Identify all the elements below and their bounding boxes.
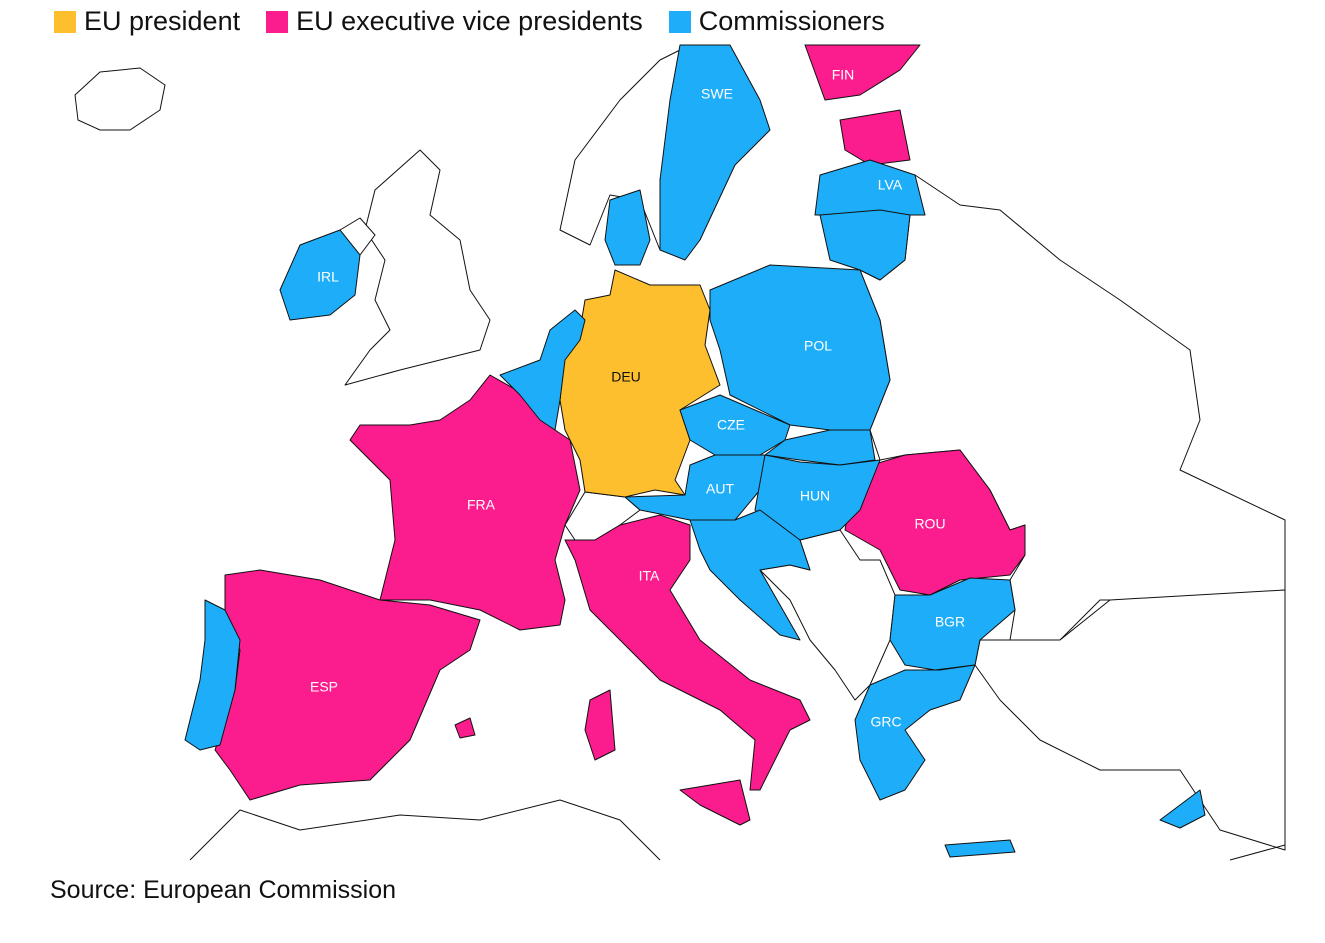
country-shape [1159,789,1206,829]
legend-swatch [668,10,691,33]
country-shape [889,577,1016,671]
country-label: AUT [706,481,734,497]
legend-swatch [54,10,76,33]
country-label: IRL [317,269,339,285]
country-label: POL [804,338,832,354]
non-eu-outlines [74,44,1286,861]
country-label: ITA [639,568,660,584]
country-label: FRA [467,497,496,513]
country-label: BGR [935,614,965,630]
legend-item: EU president [54,6,240,37]
legend-swatch [266,10,289,33]
country-label: ROU [914,516,945,532]
country-shape [814,159,926,216]
africa-coast [189,799,661,861]
east-coast [1229,844,1286,861]
country-label: GRC [870,714,901,730]
country-label: FIN [832,67,855,83]
legend-item: Commissioners [668,6,885,37]
country-shape [499,309,586,431]
country-shape [454,717,476,739]
country-label: ESP [310,679,338,695]
iceland [74,67,166,131]
country-shape [659,44,771,261]
country-shape [214,569,481,801]
country-shape [679,779,751,826]
country-shape [844,449,1026,596]
country-label: SWE [701,86,733,102]
great-britain [344,149,491,386]
legend-label: Commissioners [698,6,885,36]
country-shape [584,689,616,761]
country-label: CZE [717,417,745,433]
country-labels: DEU FIN FRA ITA ROU ESP SWE LVA IRL POL CZE AUT HUN B… [310,67,965,730]
country-shape [349,374,581,631]
source-note: Source: European Commission [50,876,396,904]
country-shape [279,229,361,321]
legend-item: EU executive vice presidents [266,6,643,37]
country-shape [944,839,1016,858]
country-shape [604,189,651,266]
legend-label: EU president [84,6,241,36]
country-label: HUN [800,488,830,504]
country-shape [854,664,976,801]
legend-label: EU executive vice presidents [296,6,643,36]
country-shape [819,209,911,281]
country-label: LVA [878,177,903,193]
country-shape [839,109,911,166]
country-label: DEU [611,369,641,385]
country-shape [679,394,791,456]
country-shape [804,44,921,101]
country-shape [184,599,241,751]
eu-countries [184,44,1206,858]
legend: EU president EU executive vice presidents… [54,6,885,37]
country-shape [689,509,811,641]
country-shape [564,514,811,791]
